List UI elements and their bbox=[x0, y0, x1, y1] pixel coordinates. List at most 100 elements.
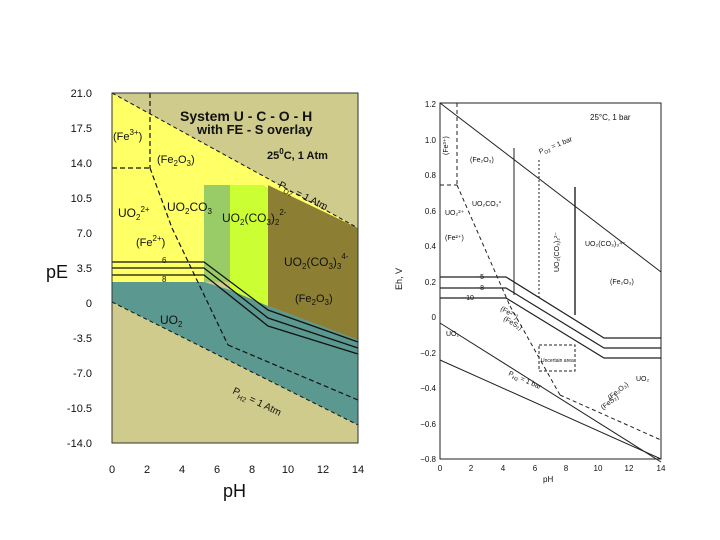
ytick-label: 1.0 bbox=[425, 136, 437, 145]
right-fe2o3-slope bbox=[456, 184, 511, 307]
xtick-label: 6 bbox=[533, 464, 538, 473]
ytick-label: 7.0 bbox=[77, 228, 92, 240]
xtick-label: 8 bbox=[249, 464, 255, 476]
xtick-label: 4 bbox=[501, 464, 506, 473]
contour-line-3 bbox=[112, 274, 359, 355]
ytick-label: -14.0 bbox=[67, 438, 92, 450]
right-fe2-fes2 bbox=[509, 305, 561, 396]
uncertain-area-box bbox=[538, 344, 576, 372]
ytick-label: 0.8 bbox=[425, 171, 437, 180]
label-fe2o3-top: (Fe2O3) bbox=[157, 154, 195, 168]
xtick-label: 2 bbox=[469, 464, 474, 473]
label-fe3plus: (Fe³⁺) bbox=[443, 136, 450, 155]
xtick-label: 0 bbox=[438, 464, 443, 473]
label-uo2co3-3: UO2(CO3)34- bbox=[284, 252, 349, 271]
right-eh-ph-diagram: 1.2 1.0 0.8 0.6 0.4 0.2 0 −0.2 −0.4 −0.6… bbox=[394, 100, 666, 484]
xtick-label: 4 bbox=[179, 464, 185, 476]
ytick-label: 3.5 bbox=[77, 263, 92, 275]
label-uo2: UO₂ bbox=[446, 331, 460, 338]
right-po2-line bbox=[439, 102, 662, 273]
label-uo2-2plus: UO₂²⁺ bbox=[445, 210, 465, 217]
field-uo2-2plus-main bbox=[112, 93, 358, 282]
label-po2-line: PO2 = 1 bar bbox=[538, 136, 575, 158]
fe2o3-fe2-slope bbox=[149, 167, 173, 229]
left-y-ticks: 21.0 17.5 14.0 10.5 7.0 3.5 0 -3.5 -7.0 … bbox=[67, 88, 92, 450]
left-eh-ph-diagram: 21.0 17.5 14.0 10.5 7.0 3.5 0 -3.5 -7.0 … bbox=[46, 88, 364, 501]
left-plot-frame bbox=[111, 92, 359, 444]
label-uo2-2plus: UO22+ bbox=[118, 205, 150, 222]
left-x-ticks: 0 2 4 6 8 10 12 14 bbox=[109, 464, 364, 476]
label-ph2-line: PH2 = 1 bar bbox=[506, 370, 542, 393]
right-y-axis-title: Eh, V bbox=[394, 268, 404, 290]
label-contour-8: −8 bbox=[476, 285, 484, 292]
xtick-label: 2 bbox=[144, 464, 150, 476]
left-x-axis-title: pH bbox=[223, 481, 246, 501]
xtick-label: 10 bbox=[282, 464, 294, 476]
ytick-label: 10.5 bbox=[71, 193, 92, 205]
label-uo2-right: UO₂ bbox=[636, 376, 650, 383]
ytick-label: -10.5 bbox=[67, 403, 92, 415]
ytick-label: -3.5 bbox=[73, 333, 92, 345]
label-fe2plus: (Fe2+) bbox=[136, 234, 165, 249]
label-fe2o3-top: (Fe₂O₃) bbox=[470, 157, 494, 164]
xtick-label: 12 bbox=[625, 464, 634, 473]
left-y-axis-title: pE bbox=[46, 262, 68, 282]
sulfur-contour-lines bbox=[112, 261, 359, 355]
xtick-label: 8 bbox=[564, 464, 569, 473]
label-fe3plus: (Fe3+) bbox=[113, 128, 142, 143]
field-uo2co3-2 bbox=[230, 185, 268, 306]
right-x-axis-title: pH bbox=[543, 475, 553, 484]
label-uncertain-area: Uncertain area bbox=[541, 358, 574, 364]
label-uo2co3: UO₂CO₃° bbox=[472, 200, 502, 208]
right-contour-8 bbox=[440, 287, 661, 349]
ytick-label: 21.0 bbox=[71, 88, 92, 100]
label-uo2co3-2: UO₂(CO₃)₂²⁻ bbox=[554, 232, 561, 272]
right-x-ticks: 0 2 4 6 8 10 12 14 bbox=[438, 464, 666, 473]
right-fe-lines bbox=[440, 103, 561, 396]
ytick-label: 0.2 bbox=[425, 278, 437, 287]
label-fe2plus: (Fe²⁺) bbox=[445, 235, 464, 242]
contour-line-2 bbox=[112, 267, 359, 349]
xtick-label: 6 bbox=[214, 464, 220, 476]
right-contour-lines bbox=[440, 276, 661, 359]
ytick-label: 0 bbox=[432, 313, 437, 322]
ytick-label: 17.5 bbox=[71, 123, 92, 135]
right-uo2-boundary bbox=[439, 322, 662, 463]
ph2-boundary-line bbox=[111, 301, 359, 426]
ytick-label: −0.6 bbox=[420, 420, 436, 429]
ytick-label: 0.6 bbox=[425, 207, 437, 216]
fe2-fes2-slope bbox=[171, 227, 229, 346]
xtick-label: 12 bbox=[317, 464, 329, 476]
xtick-label: 10 bbox=[594, 464, 603, 473]
ytick-label: 0 bbox=[86, 298, 92, 310]
label-uo2: UO2 bbox=[160, 313, 183, 329]
label-contour-10: −10 bbox=[462, 295, 474, 302]
label-uo2co3-3: UO₂(CO₃)₃⁴⁻ bbox=[585, 241, 626, 248]
ytick-label: 0.4 bbox=[425, 242, 437, 251]
fe-overlay-lines bbox=[112, 93, 359, 401]
po2-boundary-line bbox=[111, 92, 359, 229]
field-uo2co3-3 bbox=[268, 185, 358, 340]
field-below-ph2 bbox=[112, 302, 358, 443]
ytick-label: 14.0 bbox=[71, 158, 92, 170]
label-contour-8: 8 bbox=[162, 275, 167, 284]
label-contour-6: 6 bbox=[162, 256, 167, 265]
ytick-label: −0.8 bbox=[420, 455, 436, 464]
xtick-label: 14 bbox=[352, 464, 364, 476]
right-contour-10 bbox=[440, 297, 661, 359]
label-fe2o3-right: (Fe₂O₃) bbox=[610, 279, 634, 286]
right-fe2o3-fes2-line bbox=[559, 394, 662, 441]
field-uo2co3 bbox=[204, 185, 230, 282]
left-conditions-label: 250C, 1 Atm bbox=[267, 147, 328, 162]
ytick-label: −0.2 bbox=[420, 349, 436, 358]
right-plot-frame bbox=[439, 102, 662, 460]
xtick-label: 14 bbox=[657, 464, 666, 473]
ytick-label: -7.0 bbox=[73, 368, 92, 380]
label-uo2co3: UO2CO3 bbox=[167, 200, 212, 216]
right-y-ticks: 1.2 1.0 0.8 0.6 0.4 0.2 0 −0.2 −0.4 −0.6… bbox=[420, 100, 436, 464]
right-contour-5 bbox=[440, 276, 661, 339]
ytick-label: −0.4 bbox=[420, 384, 436, 393]
label-uo2co3-2: UO2(CO3)22- bbox=[222, 208, 287, 227]
right-ph2-line bbox=[439, 359, 662, 460]
